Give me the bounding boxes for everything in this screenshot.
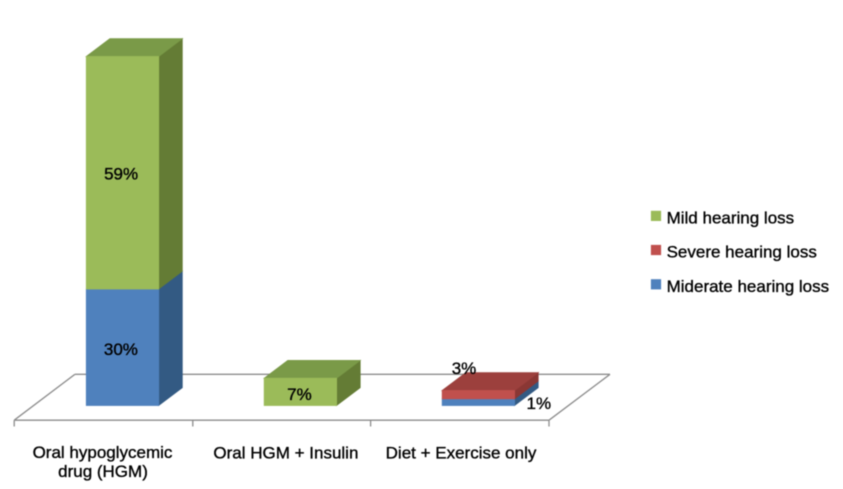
svg-text:Oral hypoglycemic: Oral hypoglycemic: [33, 443, 173, 462]
svg-text:drug (HGM): drug (HGM): [58, 462, 148, 481]
svg-text:7%: 7%: [287, 385, 312, 404]
svg-text:Oral HGM + Insulin: Oral HGM + Insulin: [213, 443, 358, 462]
svg-text:3%: 3%: [452, 359, 477, 378]
svg-text:Diet + Exercise only: Diet + Exercise only: [386, 443, 537, 462]
svg-text:1%: 1%: [527, 394, 552, 413]
svg-text:Mild hearing loss: Mild hearing loss: [667, 209, 795, 228]
svg-text:59%: 59%: [104, 165, 138, 184]
svg-text:30%: 30%: [104, 340, 138, 359]
svg-text:Miderate hearing loss: Miderate hearing loss: [667, 277, 830, 296]
svg-text:Severe hearing loss: Severe hearing loss: [667, 243, 817, 262]
